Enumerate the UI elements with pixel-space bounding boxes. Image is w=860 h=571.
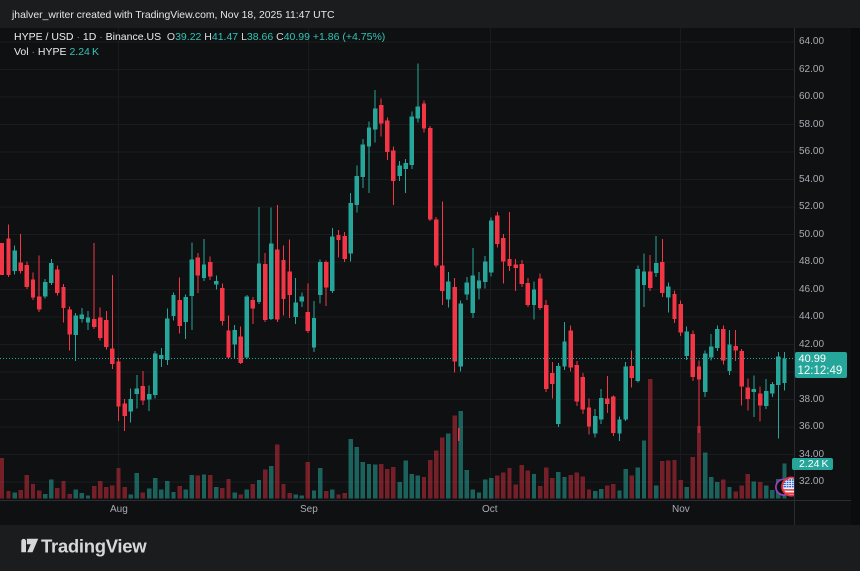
svg-text:TradingView: TradingView <box>41 535 147 556</box>
